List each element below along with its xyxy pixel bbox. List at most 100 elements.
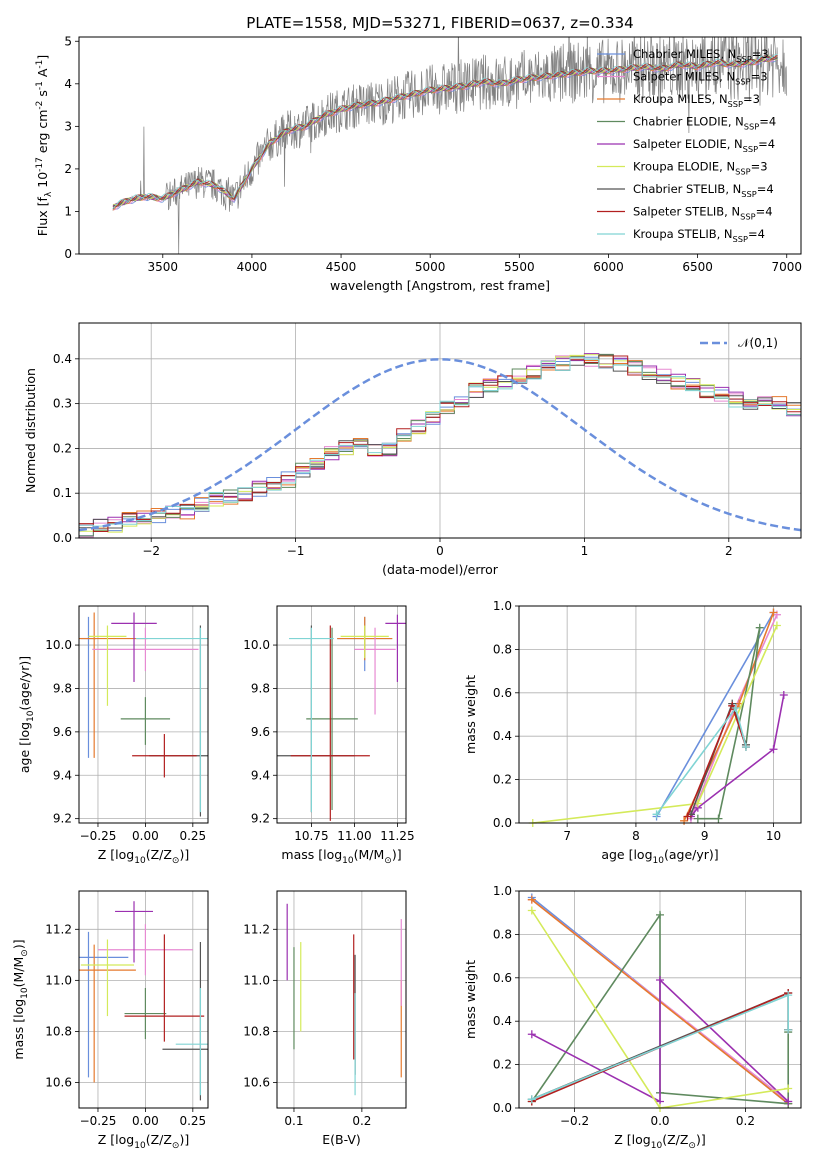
label-part: SSP bbox=[743, 144, 758, 154]
label-part: mass [log bbox=[11, 999, 26, 1060]
label-part: mass weight bbox=[463, 960, 478, 1039]
label-part: SSP bbox=[741, 189, 756, 199]
y-tick-label: 9.8 bbox=[251, 681, 270, 695]
legend-label-chabrier_stelib: Chabrier STELIB, NSSP=4 bbox=[633, 182, 774, 199]
x-tick-label: 1 bbox=[581, 544, 589, 558]
y-tick-label: 0.2 bbox=[493, 773, 512, 787]
y-tick-label: 3 bbox=[64, 119, 72, 133]
label-part: =4 bbox=[756, 205, 773, 219]
y-tick-label: 0.4 bbox=[493, 1014, 512, 1028]
label-part: mass [log bbox=[281, 847, 342, 862]
x-tick-label: 0 bbox=[436, 544, 444, 558]
y-tick-label: 10.8 bbox=[45, 1024, 72, 1038]
label-part: Salpeter MILES, N bbox=[633, 70, 735, 84]
gaussian-curve bbox=[79, 358, 801, 532]
axes-frame bbox=[78, 890, 209, 1109]
axes-frame bbox=[518, 605, 802, 824]
weight-line-chabrier_miles bbox=[655, 612, 775, 817]
label-part: (data-model)/error bbox=[382, 562, 499, 577]
legend-label-salpeter_elodie: Salpeter ELODIE, NSSP=4 bbox=[633, 137, 775, 154]
x-tick-label: 4500 bbox=[326, 260, 357, 274]
y-tick-label: 1 bbox=[64, 204, 72, 218]
axes-frame bbox=[276, 605, 407, 824]
legend-label-salpeter_miles: Salpeter MILES, NSSP=3 bbox=[633, 70, 768, 87]
spectrum-axes: 3500 4000 4500 5000 5500 6000 6500 7000 0 1 2 3 4 5 wa… bbox=[35, 34, 802, 293]
label-part: SSP bbox=[735, 167, 750, 177]
histogram-step-chabrier_elodie bbox=[79, 353, 801, 537]
label-part: ⊙ bbox=[172, 1141, 180, 1151]
x-tick-label: 11.00 bbox=[337, 829, 371, 843]
label-part: =4 bbox=[757, 182, 774, 196]
histogram-step-salpeter_stelib bbox=[79, 355, 801, 532]
x-tick-label: 0.0 bbox=[650, 1114, 669, 1128]
residuals-xlabel: (data-model)/error bbox=[382, 562, 499, 577]
label-part: ⊙ bbox=[384, 856, 392, 866]
model-line-kroupa_elodie bbox=[112, 55, 778, 207]
spectrum-ylabel: Flux [fλ 10-17 erg cm-2 s-1 A-1] bbox=[35, 55, 54, 237]
age_vs_Z-ylabel: age [log10(age/yr)] bbox=[17, 656, 36, 773]
weight-marker-kroupa_stelib bbox=[784, 991, 793, 1000]
label-part: erg cm bbox=[35, 110, 50, 158]
label-part: Z [log bbox=[98, 1132, 134, 1147]
plots-container: 3500 4000 4500 5000 5500 6000 6500 7000 0 1 2 3 4 5 wa… bbox=[11, 34, 802, 1151]
label-part: =3 bbox=[743, 92, 760, 106]
y-tick-label: 0.6 bbox=[493, 971, 512, 985]
massweight_vs_Z-xlabel: Z [log10(Z/Z⊙)] bbox=[614, 1132, 705, 1151]
histogram-step-salpeter_elodie bbox=[79, 353, 801, 526]
y-tick-label: 0.6 bbox=[493, 686, 512, 700]
label-part: =4 bbox=[759, 115, 776, 129]
observed-spectrum-line bbox=[112, 37, 788, 254]
legend-label-chabrier_miles: Chabrier MILES, NSSP=3 bbox=[633, 47, 769, 64]
label-part: Chabrier ELODIE, N bbox=[633, 115, 744, 129]
histogram-step-kroupa_stelib bbox=[79, 356, 801, 527]
label-part: )] bbox=[696, 1132, 706, 1147]
x-tick-label: 0.25 bbox=[179, 1114, 206, 1128]
label-part: wavelength [Angstrom, rest frame] bbox=[330, 278, 550, 293]
y-tick-label: 9.4 bbox=[251, 768, 270, 782]
label-part: -1 bbox=[35, 81, 45, 90]
label-part: ⊙ bbox=[20, 949, 30, 957]
x-tick-label: 9 bbox=[701, 829, 709, 843]
x-tick-label: 4000 bbox=[237, 260, 268, 274]
weight-marker-chabrier_elodie bbox=[714, 814, 723, 823]
label-part: Flux [f bbox=[35, 196, 50, 236]
figure-title: PLATE=1558, MJD=53271, FIBERID=0637, z=0… bbox=[246, 14, 633, 32]
y-tick-label: 10.0 bbox=[243, 638, 270, 652]
label-part: Normed distribution bbox=[23, 368, 38, 493]
y-tick-label: 1.0 bbox=[493, 599, 512, 613]
y-tick-label: 0.2 bbox=[493, 1058, 512, 1072]
y-tick-label: 0.4 bbox=[53, 352, 72, 366]
residuals-axes: −2 −1 0 1 2 0.0 0.1 0.2 0.3 0.4 (data-model)/error… bbox=[23, 322, 802, 577]
weight-marker-salpeter_elodie bbox=[769, 745, 778, 754]
y-tick-label: 2 bbox=[64, 162, 72, 176]
label-part: SSP bbox=[744, 122, 759, 132]
histogram-step-kroupa_miles bbox=[79, 355, 801, 529]
weight-line-salpeter_elodie bbox=[531, 978, 789, 1103]
weight-marker-kroupa_miles bbox=[769, 608, 778, 617]
spectrum-xlabel: wavelength [Angstrom, rest frame] bbox=[330, 278, 550, 293]
y-tick-label: 10.6 bbox=[45, 1075, 72, 1089]
label-part: (Z/Z bbox=[146, 847, 172, 862]
histogram-step-chabrier_miles bbox=[79, 355, 801, 537]
y-tick-label: 0.4 bbox=[493, 729, 512, 743]
weight-marker-salpeter_elodie bbox=[784, 1097, 793, 1106]
y-tick-label: 9.6 bbox=[251, 725, 270, 739]
y-tick-label: 5 bbox=[64, 34, 72, 48]
residuals-ylabel: Normed distribution bbox=[23, 368, 38, 493]
x-tick-label: 3500 bbox=[148, 260, 179, 274]
y-tick-label: 0 bbox=[64, 247, 72, 261]
y-tick-label: 9.2 bbox=[53, 812, 72, 826]
y-tick-label: 0.0 bbox=[493, 1101, 512, 1115]
label-part: =3 bbox=[751, 160, 768, 174]
age_vs_mass-xlabel: mass [log10(M/M⊙)] bbox=[281, 847, 401, 866]
y-tick-label: 10.0 bbox=[45, 638, 72, 652]
label-part: =4 bbox=[758, 137, 775, 151]
label-part: E(B-V) bbox=[322, 1132, 361, 1147]
legend-label-salpeter_stelib: Salpeter STELIB, NSSP=4 bbox=[633, 205, 773, 222]
weight-marker-salpeter_elodie bbox=[656, 975, 664, 984]
label-part: Kroupa MILES, N bbox=[633, 92, 728, 106]
x-tick-label: 6000 bbox=[593, 260, 624, 274]
age_vs_Z-axes: −0.25 0.00 0.259.29.49.69.810.0Z [log10(Z/… bbox=[17, 605, 209, 866]
